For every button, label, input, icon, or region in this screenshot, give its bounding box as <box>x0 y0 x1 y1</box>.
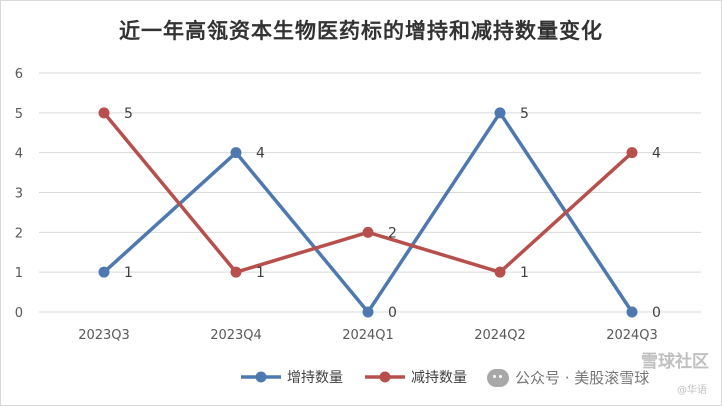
data-label: 4 <box>652 146 661 162</box>
wechat-icon <box>487 368 509 387</box>
data-label: 4 <box>256 146 265 162</box>
series-line <box>102 111 634 314</box>
legend: 增持数量 减持数量 <box>241 370 467 386</box>
data-label: 5 <box>124 106 133 122</box>
data-label: 0 <box>652 305 661 321</box>
gridlines <box>39 72 701 313</box>
data-label: 0 <box>388 305 397 321</box>
data-label: 1 <box>256 265 265 281</box>
y-axis-ticks: 0 1 2 3 4 5 6 <box>15 67 23 321</box>
data-point <box>98 107 110 119</box>
wechat-watermark: 公众号 · 美股滚雪球 <box>487 367 649 388</box>
data-point <box>230 266 242 278</box>
y-tick-label: 2 <box>15 226 23 241</box>
series-lines <box>98 107 638 318</box>
data-labels: 1 4 0 5 0 5 1 2 1 4 <box>124 106 661 321</box>
y-tick-label: 1 <box>15 266 23 281</box>
data-point <box>494 107 506 119</box>
x-tick-label: 2023Q4 <box>210 328 262 343</box>
data-label: 5 <box>520 106 529 122</box>
data-point <box>626 306 638 318</box>
data-label: 2 <box>388 225 397 241</box>
y-tick-label: 5 <box>15 107 23 122</box>
data-label: 1 <box>520 265 529 281</box>
y-tick-label: 0 <box>15 306 23 321</box>
data-label: 1 <box>124 265 133 281</box>
data-point <box>362 226 374 238</box>
legend-label: 增持数量 <box>287 370 343 386</box>
y-tick-label: 6 <box>15 67 23 82</box>
data-point <box>230 147 242 159</box>
data-point <box>626 147 638 159</box>
corner-watermark-sub: @华语 <box>677 385 707 396</box>
wechat-watermark-text: 公众号 · 美股滚雪球 <box>515 369 650 387</box>
corner-watermark: 雪球社区 <box>641 352 709 372</box>
y-tick-label: 3 <box>15 187 23 202</box>
legend-marker <box>255 371 267 383</box>
x-tick-label: 2024Q2 <box>474 328 526 343</box>
data-point <box>98 266 110 278</box>
data-point <box>494 266 506 278</box>
data-point <box>362 306 374 318</box>
legend-marker <box>379 371 391 383</box>
chart-title: 近一年高瓴资本生物医药标的增持和减持数量变化 <box>119 18 603 43</box>
x-tick-label: 2023Q3 <box>78 328 130 343</box>
y-tick-label: 4 <box>15 147 23 162</box>
x-tick-label: 2024Q3 <box>606 328 658 343</box>
x-tick-label: 2024Q1 <box>342 328 394 343</box>
legend-label: 减持数量 <box>411 370 467 386</box>
x-axis-ticks: 2023Q3 2023Q4 2024Q1 2024Q2 2024Q3 <box>78 328 658 343</box>
